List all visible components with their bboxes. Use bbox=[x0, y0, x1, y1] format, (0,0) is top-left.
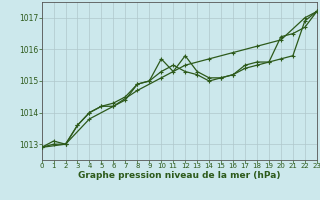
X-axis label: Graphe pression niveau de la mer (hPa): Graphe pression niveau de la mer (hPa) bbox=[78, 171, 280, 180]
